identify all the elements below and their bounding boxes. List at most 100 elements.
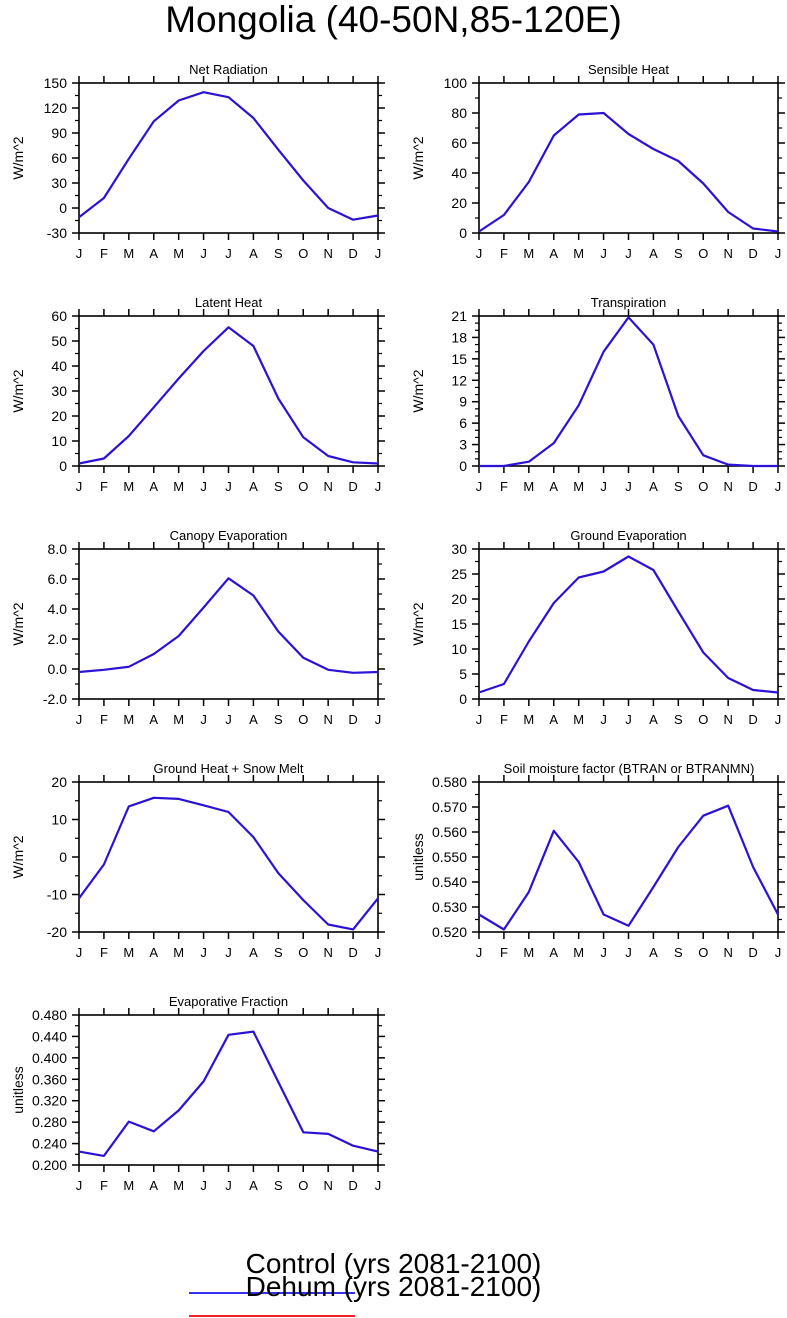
panel-0-ytick-label: 90 bbox=[51, 125, 67, 141]
panel-3-title: Transpiration bbox=[591, 295, 666, 310]
panel-7-frame bbox=[478, 781, 779, 933]
panel-2-xtick-label: J bbox=[76, 479, 83, 494]
panel-2-ytick-label: 40 bbox=[51, 358, 67, 374]
panel-0-xtick-label: A bbox=[149, 246, 158, 261]
panel-0-ylabel: W/m^2 bbox=[10, 136, 26, 179]
panel-7-ytick-label: 0.570 bbox=[432, 799, 467, 815]
panel-8-xtick-label: O bbox=[298, 1178, 308, 1193]
panel-4-series-line-0 bbox=[78, 577, 379, 674]
panel-0-xtick-label: S bbox=[274, 246, 283, 261]
panel-0-xtick-label: M bbox=[173, 246, 184, 261]
panel-1-xtick-label: J bbox=[600, 246, 607, 261]
panel-3-xtick-label: J bbox=[775, 479, 782, 494]
panel-5-xtick-label: J bbox=[625, 712, 632, 727]
panel-7-ytick-label: 0.520 bbox=[432, 924, 467, 940]
legend-control-swatch bbox=[189, 1292, 355, 1294]
panel-7-xtick-label: J bbox=[476, 945, 483, 960]
panel-4-xtick-label: M bbox=[173, 712, 184, 727]
panel-6-xtick-label: S bbox=[274, 945, 283, 960]
panel-1-title: Sensible Heat bbox=[588, 62, 669, 77]
panel-8-ylabel: unitless bbox=[10, 1066, 26, 1113]
panel-6-ytick-label: -20 bbox=[47, 924, 67, 940]
panel-0-xtick-label: A bbox=[249, 246, 258, 261]
panel-8-xtick-label: J bbox=[200, 1178, 207, 1193]
panel-1-xtick-label: S bbox=[674, 246, 683, 261]
panel-2-xtick-label: F bbox=[100, 479, 108, 494]
panel-7-xtick-label: O bbox=[698, 945, 708, 960]
panel-7-xtick-label: F bbox=[500, 945, 508, 960]
panel-2-ytick-label: 50 bbox=[51, 333, 67, 349]
panel-5-xtick-label: J bbox=[775, 712, 782, 727]
panel-7-xtick-label: M bbox=[523, 945, 534, 960]
panel-1-ylabel: W/m^2 bbox=[410, 136, 426, 179]
panel-0-xtick-label: F bbox=[100, 246, 108, 261]
panel-8-ytick-label: 0.280 bbox=[32, 1114, 67, 1130]
panel-5-ylabel: W/m^2 bbox=[410, 602, 426, 645]
panel-5-xtick-label: F bbox=[500, 712, 508, 727]
panel-4-frame bbox=[78, 548, 379, 700]
panel-0-xtick-label: D bbox=[348, 246, 357, 261]
panel-7-series-line-0 bbox=[478, 804, 779, 931]
panel-4-ytick-label: 2.0 bbox=[48, 631, 68, 647]
panel-6-xtick-label: M bbox=[123, 945, 134, 960]
panel-6-ytick-label: 20 bbox=[51, 774, 67, 790]
panel-6-xtick-label: J bbox=[200, 945, 207, 960]
panel-3-ytick-label: 21 bbox=[451, 308, 467, 324]
panel-6-ytick-label: 0 bbox=[59, 849, 67, 865]
panel-8-ytick-label: 0.440 bbox=[32, 1028, 67, 1044]
panel-0-ytick-label: 30 bbox=[51, 175, 67, 191]
panel-8-xtick-label: S bbox=[274, 1178, 283, 1193]
panel-7-xtick-label: N bbox=[723, 945, 732, 960]
panel-7-xtick-label: J bbox=[625, 945, 632, 960]
panel-5-xtick-label: A bbox=[649, 712, 658, 727]
legend-control-label: Control (yrs 2081-2100) bbox=[245, 1248, 542, 1279]
panel-5-xtick-label: N bbox=[723, 712, 732, 727]
panel-7-xtick-label: M bbox=[573, 945, 584, 960]
panel-2-ytick-label: 60 bbox=[51, 308, 67, 324]
panel-5-xtick-label: J bbox=[476, 712, 483, 727]
panel-1-xtick-label: J bbox=[775, 246, 782, 261]
panel-6-xtick-label: J bbox=[375, 945, 382, 960]
panel-5-ytick-label: 30 bbox=[451, 541, 467, 557]
panel-2-xtick-label: J bbox=[200, 479, 207, 494]
panel-5-ytick-label: 25 bbox=[451, 566, 467, 582]
panel-6-title: Ground Heat + Snow Melt bbox=[154, 761, 304, 776]
panel-3-xtick-label: N bbox=[723, 479, 732, 494]
panel-5-xtick-label: S bbox=[674, 712, 683, 727]
panel-0-xtick-label: J bbox=[375, 246, 382, 261]
panel-3-xtick-label: J bbox=[625, 479, 632, 494]
panel-6-xtick-label: D bbox=[348, 945, 357, 960]
panel-1-xtick-label: N bbox=[723, 246, 732, 261]
panel-4-xtick-label: S bbox=[274, 712, 283, 727]
panel-8-xtick-label: A bbox=[149, 1178, 158, 1193]
panel-8-xtick-label: J bbox=[375, 1178, 382, 1193]
panel-7-xtick-label: A bbox=[649, 945, 658, 960]
panel-6-ytick-label: 10 bbox=[51, 812, 67, 828]
legend-dehum-swatch bbox=[189, 1315, 355, 1317]
panel-8-xtick-label: F bbox=[100, 1178, 108, 1193]
panel-8-xtick-label: A bbox=[249, 1178, 258, 1193]
panel-8-xtick-label: J bbox=[76, 1178, 83, 1193]
panel-3-ylabel: W/m^2 bbox=[410, 369, 426, 412]
panel-3-xtick-label: J bbox=[476, 479, 483, 494]
panel-5-ytick-label: 20 bbox=[451, 591, 467, 607]
panel-2-xtick-label: N bbox=[323, 479, 332, 494]
panel-3-ytick-label: 9 bbox=[459, 394, 467, 410]
panel-0-title: Net Radiation bbox=[189, 62, 268, 77]
panel-6-xtick-label: F bbox=[100, 945, 108, 960]
panel-1-xtick-label: M bbox=[523, 246, 534, 261]
panel-8-series-line-0 bbox=[78, 1030, 379, 1158]
panel-2-xtick-label: J bbox=[225, 479, 232, 494]
panel-4-xtick-label: J bbox=[76, 712, 83, 727]
panel-7-ytick-label: 0.540 bbox=[432, 874, 467, 890]
panel-3-xtick-label: O bbox=[698, 479, 708, 494]
panel-6-ytick-label: -10 bbox=[47, 887, 67, 903]
panel-1-xtick-label: A bbox=[549, 246, 558, 261]
panel-1-ytick-label: 60 bbox=[451, 135, 467, 151]
panel-7-ytick-label: 0.560 bbox=[432, 824, 467, 840]
panel-0-xtick-label: O bbox=[298, 246, 308, 261]
panel-3-ytick-label: 3 bbox=[459, 437, 467, 453]
panel-1-xtick-label: J bbox=[625, 246, 632, 261]
panel-8-xtick-label: N bbox=[323, 1178, 332, 1193]
